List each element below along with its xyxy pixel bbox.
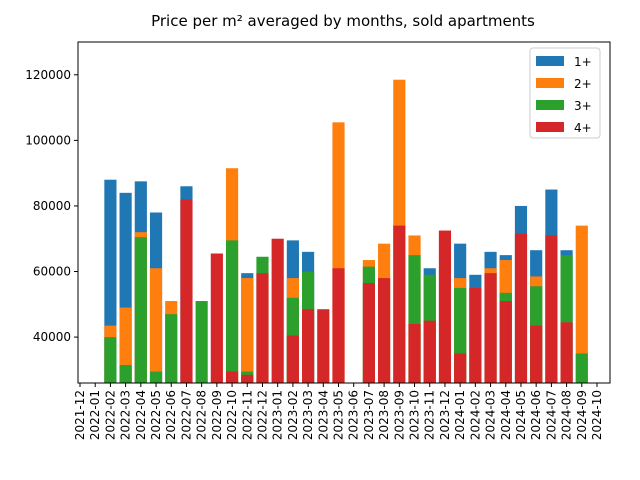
x-tick-label: 2021-12	[73, 390, 87, 440]
legend-label: 3+	[574, 99, 592, 113]
bar	[362, 282, 375, 383]
legend: 1+ 2+ 3+ 4+	[529, 47, 601, 139]
x-tick-label: 2022-02	[103, 390, 117, 440]
x-tick-label: 2023-07	[362, 390, 376, 440]
x-tick-label: 2024-03	[484, 390, 498, 440]
bar	[378, 278, 391, 383]
x-tick-label: 2022-07	[179, 390, 193, 440]
bar	[165, 314, 178, 383]
bar	[241, 374, 254, 383]
legend-label: 4+	[574, 121, 592, 135]
bar	[530, 325, 543, 383]
x-tick-label: 2024-10	[590, 390, 604, 440]
bar	[438, 230, 452, 383]
x-tick-label: 2022-09	[210, 390, 224, 440]
bar	[119, 364, 132, 383]
x-tick-label: 2022-11	[240, 390, 254, 440]
bar	[210, 253, 223, 383]
bar	[195, 301, 208, 383]
bar	[149, 371, 163, 383]
x-tick-label: 2022-06	[164, 390, 178, 440]
x-tick-label: 2023-10	[408, 390, 422, 440]
y-tick-label: 60000	[33, 265, 71, 279]
bar	[225, 240, 239, 383]
bar	[575, 225, 588, 383]
bar	[499, 301, 512, 383]
x-tick-label: 2023-01	[271, 390, 285, 440]
bar	[514, 233, 528, 383]
bar	[119, 307, 132, 383]
x-tick-label: 2024-02	[468, 390, 482, 440]
bar	[423, 320, 436, 383]
plot-area	[104, 79, 588, 383]
x-tick-label: 2022-12	[255, 390, 269, 440]
x-tick-label: 2022-10	[225, 390, 239, 440]
bar	[256, 273, 269, 383]
x-tick-label: 2024-04	[499, 390, 513, 440]
axes-frame	[77, 41, 611, 384]
bar	[454, 353, 467, 383]
x-tick-label: 2023-04	[316, 390, 330, 440]
bar	[149, 268, 163, 383]
bar	[332, 268, 345, 383]
bar	[317, 309, 330, 383]
x-tick-label: 2024-05	[514, 390, 528, 440]
x-tick-label: 2023-03	[301, 390, 315, 440]
x-tick-label: 2023-02	[286, 390, 300, 440]
bar	[393, 225, 406, 383]
bar	[545, 235, 558, 383]
x-tick-label: 2024-07	[544, 390, 558, 440]
x-tick-label: 2023-12	[438, 390, 452, 440]
bar	[225, 371, 239, 383]
bar	[241, 278, 254, 383]
x-tick-label: 2024-06	[529, 390, 543, 440]
y-tick-label: 80000	[33, 199, 71, 213]
x-tick-label: 2024-08	[560, 390, 574, 440]
x-tick-label: 2022-08	[195, 390, 209, 440]
legend-swatch	[536, 56, 564, 66]
legend-swatch	[536, 122, 564, 132]
x-tick-label: 2023-08	[377, 390, 391, 440]
bar	[484, 273, 497, 383]
bar	[575, 353, 588, 383]
y-tick-label: 120000	[25, 68, 71, 82]
x-tick-label: 2023-05	[332, 390, 346, 440]
x-tick-label: 2024-01	[453, 390, 467, 440]
bar	[286, 335, 299, 383]
bar	[104, 337, 117, 383]
x-tick-label: 2022-01	[88, 390, 102, 440]
x-tick-label: 2023-11	[423, 390, 437, 440]
x-tick-label: 2022-05	[149, 390, 163, 440]
x-tick-label: 2022-04	[134, 390, 148, 440]
x-tick-label: 2022-03	[119, 390, 133, 440]
x-tick-label: 2024-09	[575, 390, 589, 440]
bar	[469, 287, 482, 383]
legend-swatch	[536, 100, 564, 110]
x-tick-label: 2023-06	[347, 390, 361, 440]
bar	[408, 323, 421, 383]
legend-swatch	[536, 78, 564, 88]
bar	[134, 237, 147, 383]
bar	[560, 322, 573, 383]
legend-label: 1+	[574, 55, 592, 69]
bar	[271, 238, 284, 383]
x-tick-label: 2023-09	[392, 390, 406, 440]
bar	[302, 309, 315, 383]
y-tick-label: 40000	[33, 330, 71, 344]
legend-box	[529, 47, 601, 139]
y-tick-label: 100000	[25, 133, 71, 147]
chart-title: Price per m² averaged by months, sold ap…	[151, 12, 535, 30]
bar	[180, 199, 193, 383]
legend-label: 2+	[574, 77, 592, 91]
